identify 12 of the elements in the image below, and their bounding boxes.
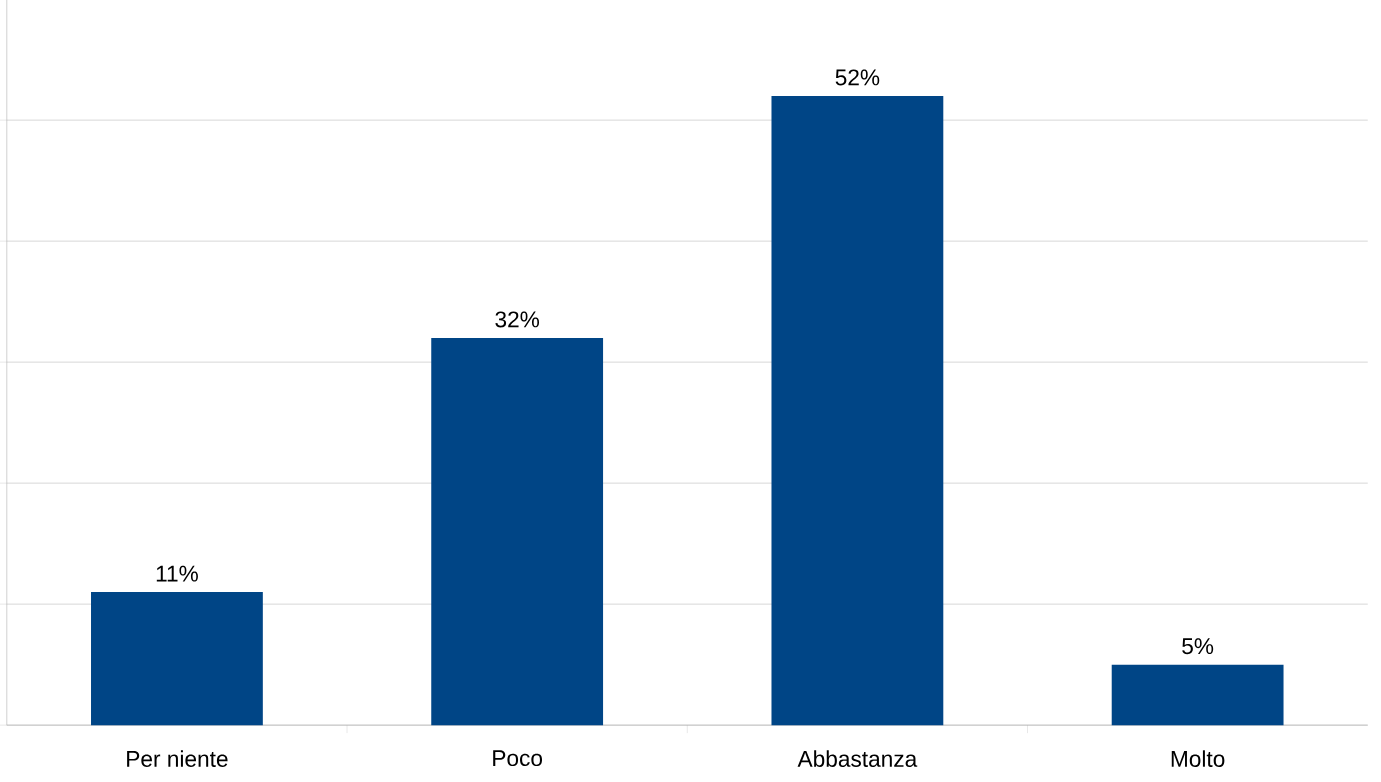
x-tick-label: Poco <box>493 750 543 767</box>
data-label: 11% <box>156 565 198 582</box>
x-tick-label: Molto <box>1171 750 1225 767</box>
bar <box>431 337 604 726</box>
x-tick-label: Per niente <box>127 750 228 767</box>
bar <box>771 95 944 726</box>
data-label: 32% <box>495 311 540 328</box>
data-label: 5% <box>1182 638 1214 655</box>
bar <box>91 592 263 726</box>
x-tick-label: Abbastanza <box>797 750 918 767</box>
bar <box>1111 664 1284 726</box>
data-label: 52% <box>835 69 880 86</box>
